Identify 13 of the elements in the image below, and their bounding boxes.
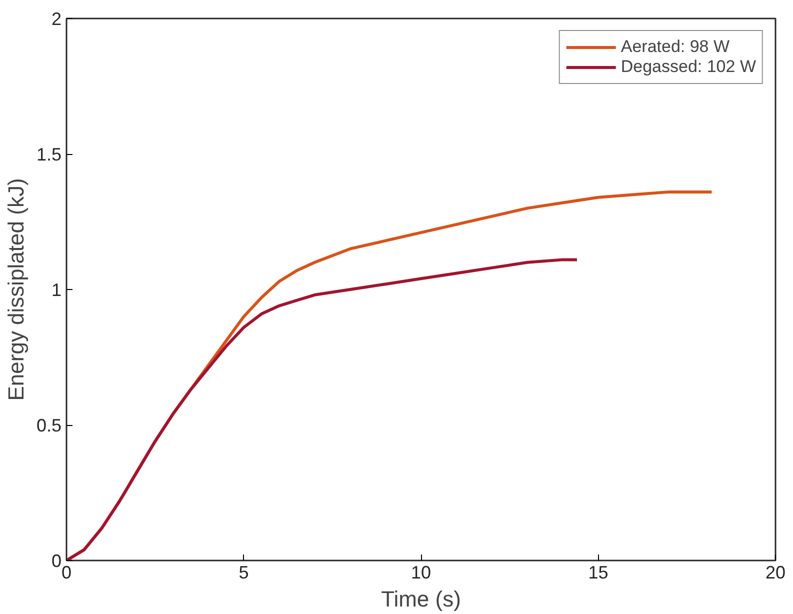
y-tick-label: 2	[51, 9, 62, 29]
y-tick-label: 1.5	[36, 144, 62, 164]
x-tick-label: 10	[410, 562, 432, 582]
x-tick-label: 20	[765, 562, 786, 582]
x-tick-label: 5	[238, 562, 249, 582]
x-tick-label: 15	[588, 562, 608, 582]
y-tick-label: 1	[51, 280, 62, 300]
legend-label: Degassed: 102 W	[620, 57, 756, 77]
x-axis-title: Time (s)	[381, 586, 461, 612]
line-series	[66, 258, 578, 560]
legend-label: Aerated: 98 W	[620, 37, 730, 57]
y-tick-label: 0.5	[36, 416, 62, 436]
y-axis-title: Energy dissiplated (kJ)	[3, 178, 28, 401]
